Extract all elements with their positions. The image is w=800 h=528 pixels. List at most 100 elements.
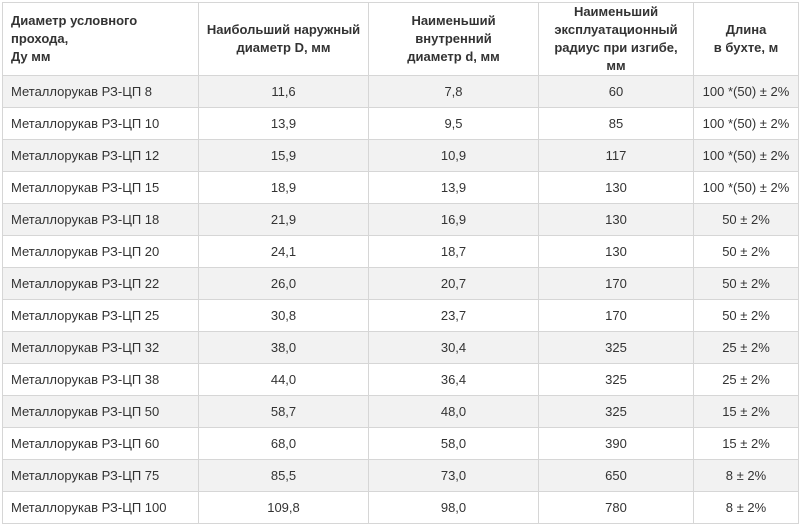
cell-bend-radius: 390	[538, 427, 694, 460]
cell-outer-diameter: 38,0	[198, 331, 369, 364]
cell-coil-length: 15 ± 2%	[693, 427, 799, 460]
cell-product-name: Металлорукав РЗ-ЦП 25	[2, 299, 199, 332]
cell-product-name: Металлорукав РЗ-ЦП 22	[2, 267, 199, 300]
cell-coil-length: 25 ± 2%	[693, 331, 799, 364]
table-row: Металлорукав РЗ-ЦП 38 44,0 36,4 325 25 ± 2%	[2, 363, 799, 396]
table-row: Металлорукав РЗ-ЦП 60 68,0 58,0 390 15 ± 2%	[2, 427, 799, 460]
cell-bend-radius: 780	[538, 491, 694, 524]
header-bend-radius: Наименьший эксплуатационный радиус при изг…	[538, 2, 694, 76]
cell-inner-diameter: 20,7	[368, 267, 539, 300]
header-inner-diameter: Наименьший внутренний диаметр d, мм	[368, 2, 539, 76]
cell-coil-length: 50 ± 2%	[693, 203, 799, 236]
cell-outer-diameter: 85,5	[198, 459, 369, 492]
cell-product-name: Металлорукав РЗ-ЦП 12	[2, 139, 199, 172]
cell-outer-diameter: 58,7	[198, 395, 369, 428]
cell-bend-radius: 117	[538, 139, 694, 172]
cell-coil-length: 15 ± 2%	[693, 395, 799, 428]
table-row: Металлорукав РЗ-ЦП 15 18,9 13,9 130 100 *(50…	[2, 171, 799, 204]
cell-bend-radius: 85	[538, 107, 694, 140]
header-text-line: диаметр D, мм	[236, 40, 331, 55]
cell-outer-diameter: 44,0	[198, 363, 369, 396]
table-row: Металлорукав РЗ-ЦП 50 58,7 48,0 325 15 ± 2%	[2, 395, 799, 428]
cell-product-name: Металлорукав РЗ-ЦП 32	[2, 331, 199, 364]
table-row: Металлорукав РЗ-ЦП 25 30,8 23,7 170 50 ± 2%	[2, 299, 799, 332]
cell-outer-diameter: 18,9	[198, 171, 369, 204]
header-text-line: эксплуатационный	[554, 22, 678, 37]
header-row: Диаметр условного прохода, Ду мм Наибольши…	[2, 2, 799, 76]
cell-outer-diameter: 109,8	[198, 491, 369, 524]
cell-outer-diameter: 24,1	[198, 235, 369, 268]
cell-coil-length: 50 ± 2%	[693, 267, 799, 300]
cell-outer-diameter: 21,9	[198, 203, 369, 236]
header-text-line: в бухте, м	[713, 40, 779, 55]
table-row: Металлорукав РЗ-ЦП 22 26,0 20,7 170 50 ± 2%	[2, 267, 799, 300]
cell-product-name: Металлорукав РЗ-ЦП 10	[2, 107, 199, 140]
header-text-line: Диаметр условного прохода,	[11, 13, 138, 46]
cell-bend-radius: 325	[538, 395, 694, 428]
cell-coil-length: 100 *(50) ± 2%	[693, 171, 799, 204]
cell-inner-diameter: 18,7	[368, 235, 539, 268]
table-row: Металлорукав РЗ-ЦП 12 15,9 10,9 117 100 *(50…	[2, 139, 799, 172]
table-row: Металлорукав РЗ-ЦП 8 11,6 7,8 60 100 *(50) ±…	[2, 75, 799, 108]
header-text-line: Ду мм	[11, 49, 51, 64]
table-header: Диаметр условного прохода, Ду мм Наибольши…	[2, 2, 799, 76]
cell-product-name: Металлорукав РЗ-ЦП 100	[2, 491, 199, 524]
table-row: Металлорукав РЗ-ЦП 32 38,0 30,4 325 25 ± 2%	[2, 331, 799, 364]
cell-bend-radius: 60	[538, 75, 694, 108]
table-row: Металлорукав РЗ-ЦП 10 13,9 9,5 85 100 *(50) …	[2, 107, 799, 140]
table-row: Металлорукав РЗ-ЦП 75 85,5 73,0 650 8 ± 2%	[2, 459, 799, 492]
header-outer-diameter: Наибольший наружный диаметр D, мм	[198, 2, 369, 76]
cell-product-name: Металлорукав РЗ-ЦП 50	[2, 395, 199, 428]
cell-product-name: Металлорукав РЗ-ЦП 18	[2, 203, 199, 236]
cell-outer-diameter: 13,9	[198, 107, 369, 140]
cell-coil-length: 100 *(50) ± 2%	[693, 75, 799, 108]
header-nominal-diameter: Диаметр условного прохода, Ду мм	[2, 2, 199, 76]
cell-product-name: Металлорукав РЗ-ЦП 60	[2, 427, 199, 460]
cell-coil-length: 100 *(50) ± 2%	[693, 139, 799, 172]
table-row: Металлорукав РЗ-ЦП 100 109,8 98,0 780 8 ± 2%	[2, 491, 799, 524]
header-text-line: Длина	[725, 22, 767, 37]
cell-inner-diameter: 73,0	[368, 459, 539, 492]
header-text-line: диаметр d, мм	[407, 49, 500, 64]
cell-coil-length: 8 ± 2%	[693, 459, 799, 492]
cell-bend-radius: 130	[538, 203, 694, 236]
cell-inner-diameter: 16,9	[368, 203, 539, 236]
cell-inner-diameter: 36,4	[368, 363, 539, 396]
table-row: Металлорукав РЗ-ЦП 18 21,9 16,9 130 50 ± 2%	[2, 203, 799, 236]
cell-outer-diameter: 30,8	[198, 299, 369, 332]
cell-product-name: Металлорукав РЗ-ЦП 15	[2, 171, 199, 204]
cell-bend-radius: 650	[538, 459, 694, 492]
header-text-line: радиус при изгибе, мм	[554, 40, 678, 73]
cell-inner-diameter: 9,5	[368, 107, 539, 140]
cell-bend-radius: 130	[538, 235, 694, 268]
cell-product-name: Металлорукав РЗ-ЦП 8	[2, 75, 199, 108]
cell-product-name: Металлорукав РЗ-ЦП 75	[2, 459, 199, 492]
cell-inner-diameter: 10,9	[368, 139, 539, 172]
cell-outer-diameter: 26,0	[198, 267, 369, 300]
cell-coil-length: 50 ± 2%	[693, 235, 799, 268]
cell-coil-length: 8 ± 2%	[693, 491, 799, 524]
header-text-line: Наименьший	[573, 4, 659, 19]
cell-inner-diameter: 58,0	[368, 427, 539, 460]
cell-inner-diameter: 48,0	[368, 395, 539, 428]
cell-inner-diameter: 23,7	[368, 299, 539, 332]
cell-outer-diameter: 15,9	[198, 139, 369, 172]
cell-outer-diameter: 11,6	[198, 75, 369, 108]
cell-bend-radius: 130	[538, 171, 694, 204]
cell-coil-length: 25 ± 2%	[693, 363, 799, 396]
cell-inner-diameter: 98,0	[368, 491, 539, 524]
cell-inner-diameter: 30,4	[368, 331, 539, 364]
header-text-line: Наименьший внутренний	[411, 13, 496, 46]
cell-inner-diameter: 13,9	[368, 171, 539, 204]
cell-inner-diameter: 7,8	[368, 75, 539, 108]
cell-bend-radius: 325	[538, 331, 694, 364]
cell-outer-diameter: 68,0	[198, 427, 369, 460]
cell-bend-radius: 325	[538, 363, 694, 396]
cell-bend-radius: 170	[538, 299, 694, 332]
cell-bend-radius: 170	[538, 267, 694, 300]
cell-product-name: Металлорукав РЗ-ЦП 38	[2, 363, 199, 396]
cell-coil-length: 50 ± 2%	[693, 299, 799, 332]
table-body: Металлорукав РЗ-ЦП 8 11,6 7,8 60 100 *(50) ±…	[2, 75, 799, 524]
cell-product-name: Металлорукав РЗ-ЦП 20	[2, 235, 199, 268]
